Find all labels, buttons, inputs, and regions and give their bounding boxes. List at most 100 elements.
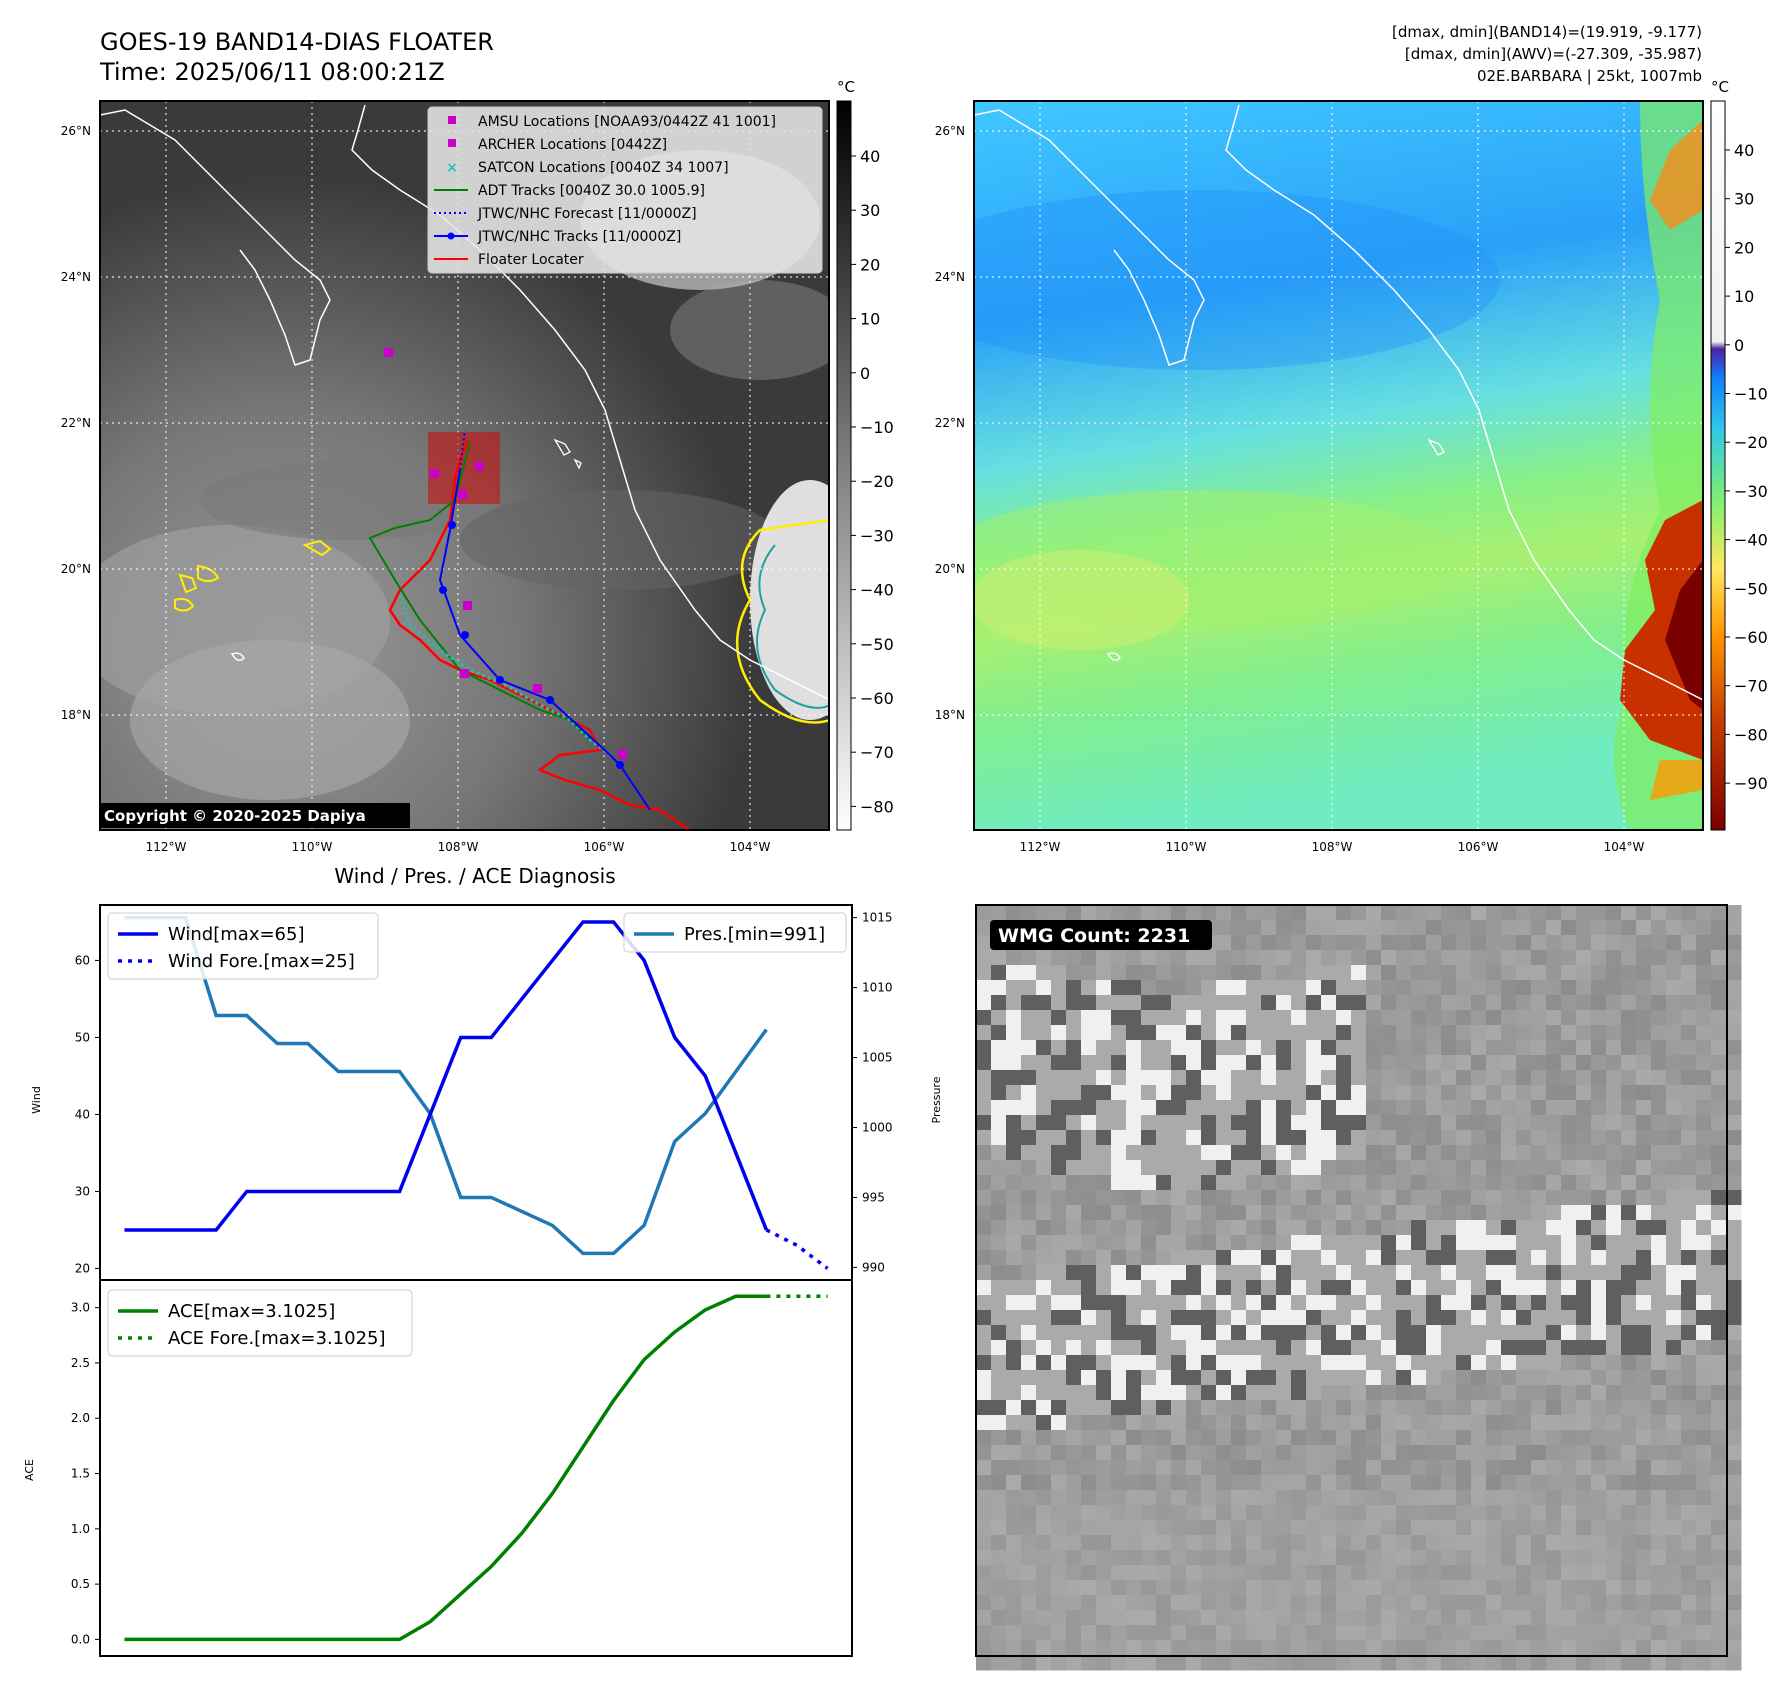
wmg-cell: [1186, 1640, 1202, 1656]
wmg-cell: [1621, 1610, 1637, 1626]
wmg-cell: [1036, 965, 1052, 981]
wmg-cell: [1036, 1310, 1052, 1326]
wmg-cell: [1621, 1040, 1637, 1056]
wmg-cell: [1111, 1355, 1127, 1371]
wmg-cell: [991, 1040, 1007, 1056]
wmg-cell: [1306, 1565, 1322, 1581]
wmg-cell: [1561, 965, 1577, 981]
wmg-cell: [1471, 1445, 1487, 1461]
wmg-cell: [1486, 995, 1502, 1011]
wmg-cell: [1156, 1520, 1172, 1536]
wmg-cell: [1306, 1025, 1322, 1041]
wmg-cell: [991, 1145, 1007, 1161]
wmg-cell: [1456, 1220, 1472, 1236]
wmg-cell: [1171, 1625, 1187, 1641]
wmg-cell: [1051, 1340, 1067, 1356]
wmg-cell: [1291, 935, 1307, 951]
wmg-cell: [1651, 1085, 1667, 1101]
wmg-cell: [1366, 1475, 1382, 1491]
wmg-cell: [1321, 1010, 1337, 1026]
wmg-cell: [1396, 1655, 1412, 1671]
info-line3: 02E.BARBARA | 25kt, 1007mb: [1477, 67, 1702, 85]
wmg-cell: [1501, 1370, 1517, 1386]
wmg-cell: [1456, 1280, 1472, 1296]
wmg-cell: [1501, 1550, 1517, 1566]
wmg-cell: [1141, 1025, 1157, 1041]
wmg-cell: [1006, 1085, 1022, 1101]
wmg-cell: [976, 1205, 992, 1221]
wmg-cell: [1141, 1280, 1157, 1296]
wmg-cell: [1411, 1115, 1427, 1131]
wmg-cell: [1471, 1460, 1487, 1476]
wmg-cell: [1411, 1655, 1427, 1671]
wmg-cell: [1096, 1370, 1112, 1386]
wmg-cell: [1726, 1625, 1742, 1641]
wmg-cell: [1081, 950, 1097, 966]
wmg-cell: [1141, 1490, 1157, 1506]
wmg-cell: [1606, 1640, 1622, 1656]
wmg-cell: [1726, 1520, 1742, 1536]
wmg-cell: [1381, 1370, 1397, 1386]
wmg-cell: [1231, 1220, 1247, 1236]
wmg-cell: [991, 1640, 1007, 1656]
wmg-cell: [1471, 1280, 1487, 1296]
wmg-cell: [1576, 1490, 1592, 1506]
wmg-cell: [1726, 1040, 1742, 1056]
wmg-cell: [1351, 1325, 1367, 1341]
wmg-cell: [1381, 950, 1397, 966]
wmg-cell: [1141, 1580, 1157, 1596]
wmg-cell: [1096, 995, 1112, 1011]
wmg-cell: [1726, 1580, 1742, 1596]
wmg-cell: [1681, 1145, 1697, 1161]
wmg-cell: [1471, 1250, 1487, 1266]
wmg-cell: [1246, 1115, 1262, 1131]
wmg-cell: [1126, 950, 1142, 966]
wmg-cell: [1246, 1205, 1262, 1221]
wmg-cell: [1081, 980, 1097, 996]
wmg-cell: [991, 1205, 1007, 1221]
wmg-cell: [1291, 1505, 1307, 1521]
wmg-cell: [1336, 995, 1352, 1011]
wmg-cell: [1096, 1460, 1112, 1476]
wmg-cell: [1486, 965, 1502, 981]
wmg-cell: [1336, 1400, 1352, 1416]
wmg-cell: [1426, 1085, 1442, 1101]
wmg-cell: [1216, 920, 1232, 936]
wmg-cell: [1336, 965, 1352, 981]
wmg-cell: [1306, 1460, 1322, 1476]
wmg-cell: [1516, 1595, 1532, 1611]
wmg-cell: [1516, 1010, 1532, 1026]
wmg-cell: [1651, 1340, 1667, 1356]
wmg-cell: [1066, 1640, 1082, 1656]
wmg-cell: [1126, 1505, 1142, 1521]
wmg-cell: [1381, 1490, 1397, 1506]
wmg-cell: [1336, 1085, 1352, 1101]
wmg-cell: [1681, 1115, 1697, 1131]
wmg-cell: [976, 1370, 992, 1386]
wmg-cell: [1066, 1145, 1082, 1161]
wmg-cell: [1471, 1415, 1487, 1431]
wmg-cell: [1351, 1595, 1367, 1611]
wmg-cell: [1591, 950, 1607, 966]
wmg-cell: [1396, 1010, 1412, 1026]
wmg-cell: [1681, 1415, 1697, 1431]
wmg-cell: [1246, 1400, 1262, 1416]
wmg-cell: [1651, 1475, 1667, 1491]
wmg-cell: [1471, 1490, 1487, 1506]
wmg-cell: [1666, 950, 1682, 966]
wmg-cell: [1621, 1655, 1637, 1671]
wmg-cell: [1561, 1190, 1577, 1206]
wmg-cell: [1021, 1625, 1037, 1641]
wmg-cell: [1561, 1595, 1577, 1611]
wmg-cell: [1531, 1295, 1547, 1311]
wmg-cell: [1606, 1400, 1622, 1416]
wmg-cell: [976, 920, 992, 936]
wmg-cell: [1726, 995, 1742, 1011]
wmg-cell: [1591, 995, 1607, 1011]
wmg-cell: [1276, 1205, 1292, 1221]
wmg-cell: [991, 1445, 1007, 1461]
wmg-cell: [1501, 1625, 1517, 1641]
wmg-cell: [1351, 1565, 1367, 1581]
ace-y-tick-label: 2.0: [71, 1411, 90, 1425]
wmg-cell: [1441, 1625, 1457, 1641]
